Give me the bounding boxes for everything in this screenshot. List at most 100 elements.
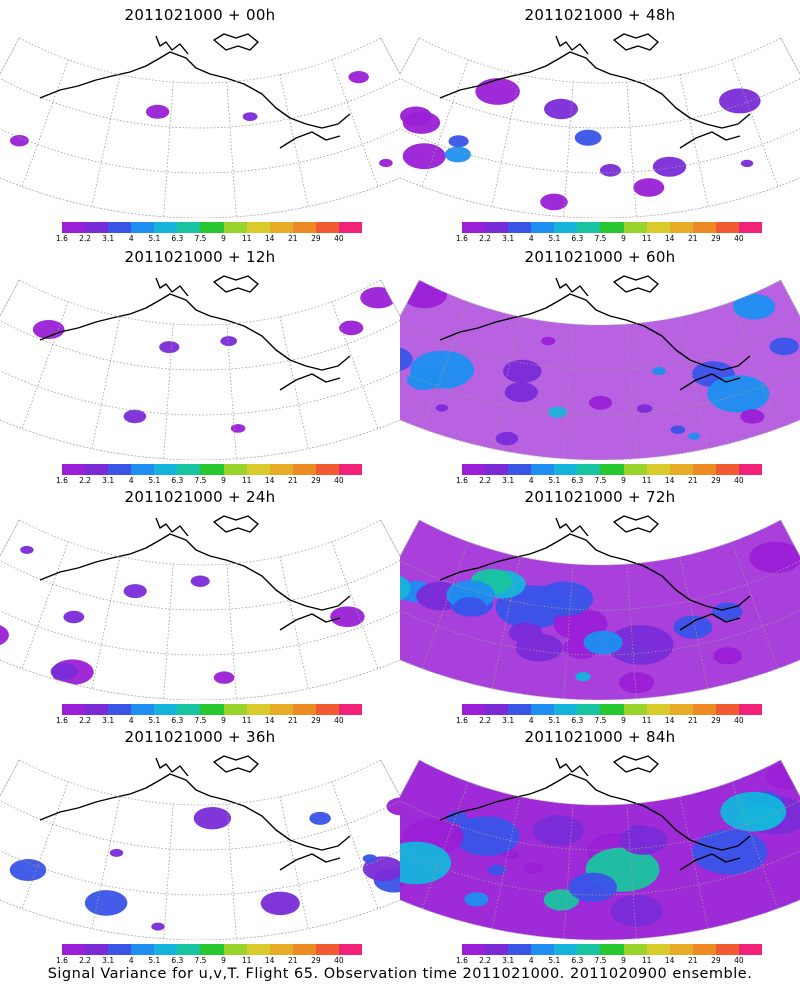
colorbar-tick-label: 9 — [621, 956, 626, 965]
variance-blob — [362, 856, 400, 881]
colorbar-swatch — [292, 222, 316, 233]
map-panel: 2011021000 + 24h 1.6 2.2 3.1 4 5.1 6.3 7.5 9 11 14… — [0, 482, 400, 727]
colorbar-tick-label: 3.1 — [502, 956, 515, 965]
colorbar-swatch — [485, 464, 509, 475]
variance-blob — [402, 111, 441, 134]
variance-blob — [535, 581, 594, 616]
variance-blob — [688, 432, 701, 440]
colorbar-tick-label: 40 — [734, 234, 744, 243]
variance-blob — [574, 129, 602, 146]
colorbar-tick-label: 7.5 — [594, 956, 607, 965]
variance-map — [400, 515, 800, 700]
colorbar-tick-label: 40 — [734, 716, 744, 725]
variance-blob — [475, 78, 520, 105]
coastline — [39, 515, 351, 631]
colorbar-swatch — [269, 944, 293, 955]
colorbar-tick-label: 3.1 — [102, 476, 115, 485]
colorbar-tick-label: 1.6 — [56, 476, 68, 485]
variance-blob — [410, 350, 474, 389]
colorbar-swatch — [200, 944, 224, 955]
variance-blob — [400, 841, 452, 885]
variance-blob — [575, 672, 591, 682]
colorbar-swatch — [646, 704, 670, 715]
variance-blob — [637, 404, 653, 414]
variance-blob — [732, 293, 776, 320]
map-domain-outline — [400, 759, 800, 940]
colorbar-swatch — [577, 222, 601, 233]
colorbar-tick-label: 29 — [711, 956, 721, 965]
colorbar-tick-label: 6.3 — [171, 716, 184, 725]
colorbar-swatch — [62, 944, 86, 955]
longitude-line — [331, 301, 379, 429]
variance-map — [0, 515, 400, 700]
colorbar-swatch — [292, 704, 316, 715]
colorbar-tick-label: 14 — [664, 476, 675, 485]
variance-blob — [769, 337, 799, 356]
colorbar-swatch — [269, 704, 293, 715]
colorbar-tick-label: 2.2 — [79, 956, 92, 965]
colorbar-swatch — [292, 464, 316, 475]
colorbar-tick-label: 14 — [264, 956, 275, 965]
colorbar-swatch — [62, 222, 86, 233]
colorbar-tick-label: 21 — [687, 716, 698, 725]
colorbar-swatch — [200, 464, 224, 475]
latitude-line — [0, 419, 400, 460]
colorbar-tick-label: 21 — [287, 956, 298, 965]
colorbar-tick-label: 14 — [664, 956, 675, 965]
colorbar-swatch — [508, 222, 532, 233]
colorbar-swatch — [669, 464, 693, 475]
variance-blob — [190, 575, 210, 587]
variance-blob — [362, 854, 378, 863]
colorbar-tick-label: 29 — [711, 234, 721, 243]
coastline — [39, 33, 351, 149]
colorbar-swatch — [646, 222, 670, 233]
latitude-line — [400, 128, 800, 174]
colorbar-swatch — [508, 704, 532, 715]
variance-blob — [454, 816, 520, 856]
colorbar-swatch — [131, 944, 155, 955]
colorbar — [462, 704, 763, 715]
colorbar-swatch — [177, 222, 201, 233]
arctic-islands — [613, 755, 659, 773]
colorbar-swatch — [485, 944, 509, 955]
longitude-line — [21, 781, 69, 909]
longitude-line — [421, 541, 469, 669]
coastline — [39, 755, 351, 871]
colorbar-swatch — [669, 222, 693, 233]
colorbar-swatch — [462, 944, 486, 955]
colorbar-swatch — [669, 944, 693, 955]
variance-blob — [123, 409, 147, 424]
colorbar-tick-label: 11 — [241, 956, 252, 965]
variance-blob — [20, 545, 34, 554]
colorbar-swatch — [623, 704, 647, 715]
panel-title: 2011021000 + 36h — [124, 728, 276, 746]
variance-blob — [652, 366, 666, 376]
colorbar-tick-label: 4 — [528, 716, 534, 725]
colorbar-tick-label: 11 — [241, 234, 252, 243]
variance-blob — [123, 584, 147, 599]
colorbar-tick-label: 4 — [528, 956, 534, 965]
colorbar-tick-label: 14 — [264, 234, 275, 243]
coastline — [39, 275, 351, 391]
variance-blob — [402, 143, 446, 170]
longitude-line — [163, 324, 174, 459]
colorbar-labels: 1.6 2.2 3.1 4 5.1 6.3 7.5 9 11 14 21 29 40 — [456, 716, 762, 726]
colorbar-swatch — [715, 944, 739, 955]
longitude-line — [380, 37, 400, 75]
panel-title: 2011021000 + 00h — [124, 6, 276, 24]
variance-blob — [599, 164, 621, 177]
variance-blob — [84, 890, 128, 916]
map-panel: 2011021000 + 00h 1.6 2.2 3.1 4 5.1 6.3 7.5 9 11 14… — [0, 0, 400, 245]
coastline-path — [439, 51, 751, 129]
variance-blob — [607, 625, 674, 665]
colorbar-swatch — [154, 944, 178, 955]
colorbar-tick-label: 14 — [664, 716, 675, 725]
variance-map — [400, 755, 800, 940]
colorbar-tick-label: 4 — [128, 234, 134, 243]
variance-blob — [719, 88, 761, 114]
latitude-line — [19, 37, 381, 84]
colorbar-tick-label: 29 — [311, 476, 321, 485]
colorbar-swatch — [577, 464, 601, 475]
coastline-path — [279, 613, 341, 631]
map-domain-outline — [0, 279, 400, 460]
